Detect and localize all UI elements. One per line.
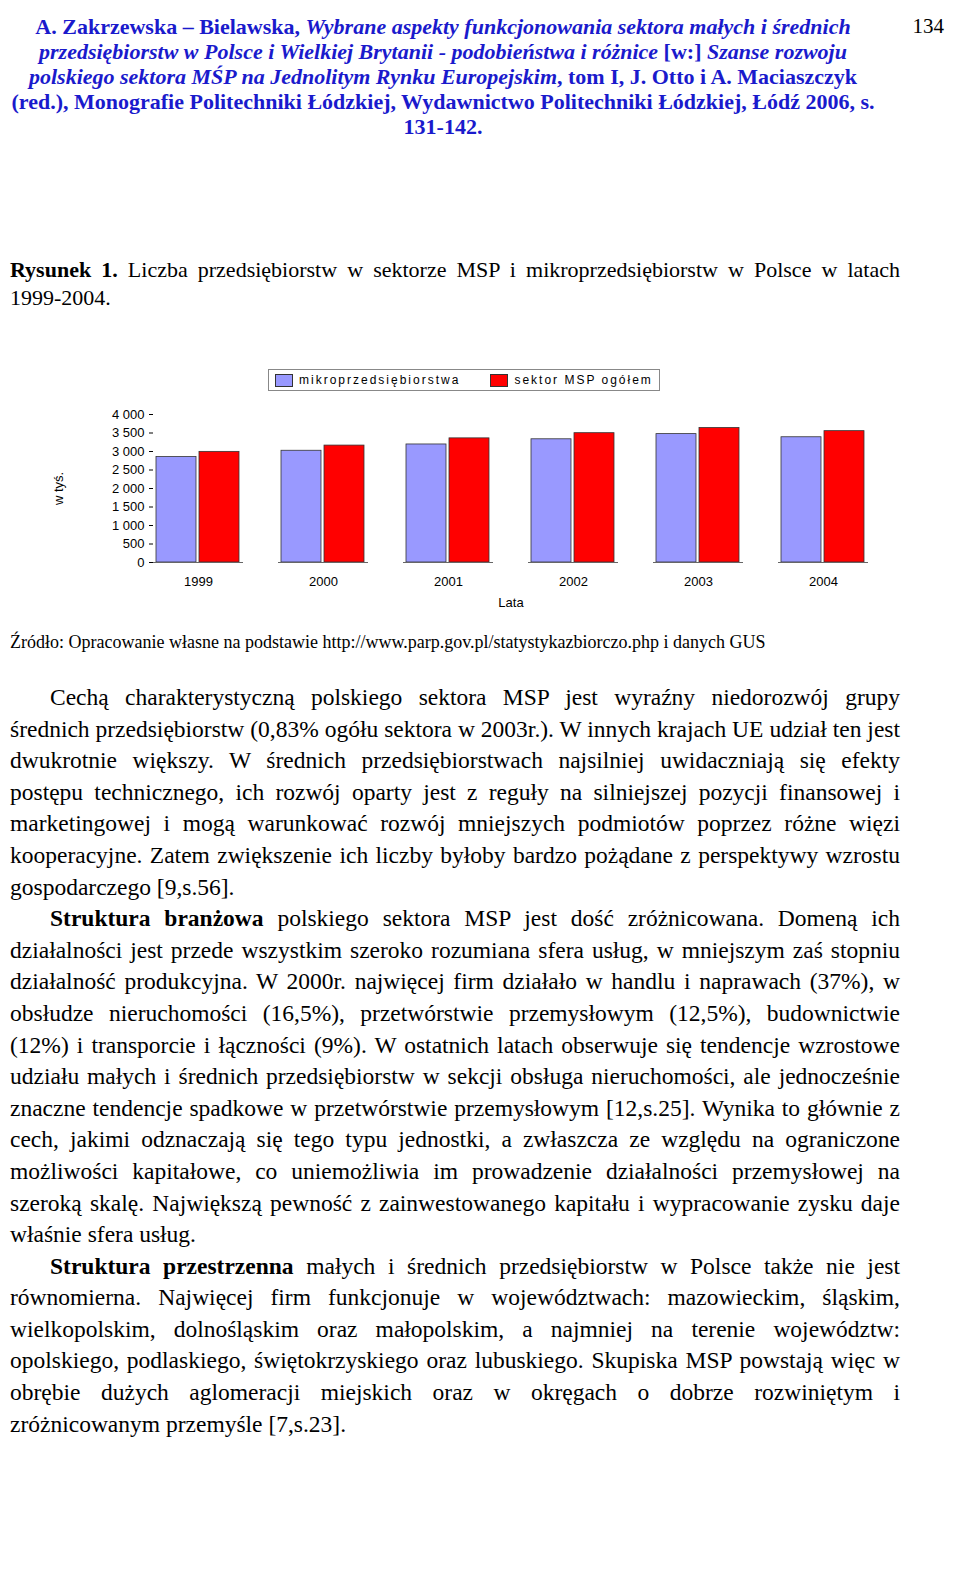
svg-text:2 000: 2 000 xyxy=(112,481,145,496)
svg-text:3 500: 3 500 xyxy=(112,425,145,440)
html-text:Rysunek 1. Liczba przedsiębior: Rysunek 1. Liczba przedsiębiorstw w sekt… xyxy=(10,257,900,310)
html-text:mikroprzedsiębiorstwa: mikroprzedsiębiorstwa xyxy=(299,373,461,387)
svg-text:500: 500 xyxy=(123,536,145,551)
svg-text:3 000: 3 000 xyxy=(112,444,145,459)
html-text:134: 134 xyxy=(912,14,944,38)
svg-text:1999: 1999 xyxy=(184,574,213,589)
svg-text:4 000: 4 000 xyxy=(112,407,145,422)
html-text:sektor MSP ogółem: sektor MSP ogółem xyxy=(514,373,653,387)
svg-text:2002: 2002 xyxy=(559,574,588,589)
svg-text:0: 0 xyxy=(137,555,144,570)
svg-text:2 500: 2 500 xyxy=(112,462,145,477)
svg-text:2000: 2000 xyxy=(309,574,338,589)
svg-text:1 500: 1 500 xyxy=(112,499,145,514)
html-text:Źródło: Opracowanie własne na: Źródło: Opracowanie własne na podstawie … xyxy=(10,632,766,652)
html-text:Struktura przestrzenna małych: Struktura przestrzenna małych i średnich… xyxy=(10,1252,900,1437)
svg-text:2001: 2001 xyxy=(434,574,463,589)
html-text:Cechą charakterystyczną polski: Cechą charakterystyczną polskiego sektor… xyxy=(10,684,900,900)
svg-text:Lata: Lata xyxy=(498,595,524,610)
html-text:A. Zakrzewska – Bielawska, Wyb: A. Zakrzewska – Bielawska, Wybrane aspek… xyxy=(11,14,875,139)
svg-text:1 000: 1 000 xyxy=(112,518,145,533)
svg-text:w tyś.: w tyś. xyxy=(51,472,66,506)
html-text:Struktura branżowa polskiego s: Struktura branżowa polskiego sektora MSP… xyxy=(10,905,900,1248)
svg-text:2004: 2004 xyxy=(809,574,838,589)
svg-text:2003: 2003 xyxy=(684,574,713,589)
